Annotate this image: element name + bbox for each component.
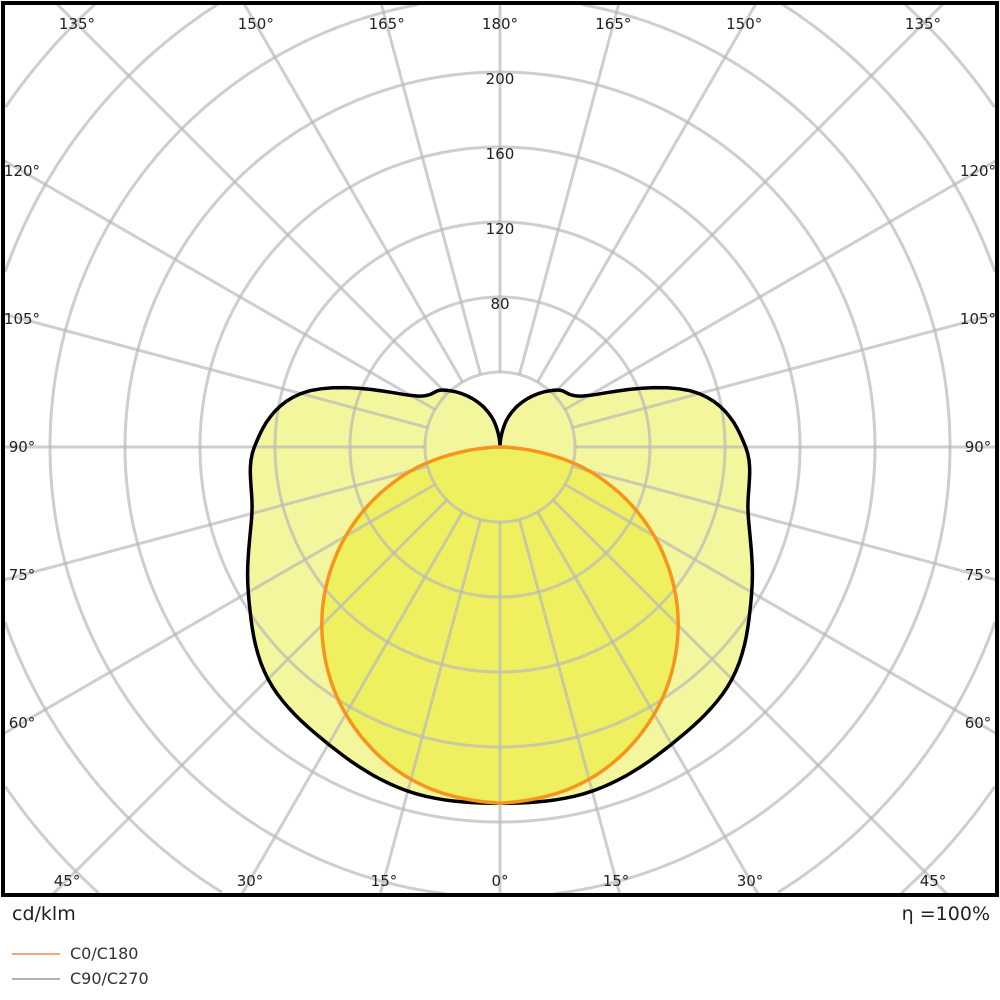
- angle-label-left: 90°: [9, 438, 36, 456]
- radial-tick-label: 200: [486, 70, 515, 88]
- angle-label-top: 150°: [726, 15, 762, 33]
- grid-circle: [3, 2, 997, 894]
- angle-label-right: 60°: [965, 714, 992, 732]
- grid-radial: [242, 3, 464, 383]
- angle-label-top: 135°: [59, 15, 95, 33]
- grid-circle: [48, 3, 952, 896]
- legend-swatch-c90: [12, 978, 60, 980]
- angle-label-left: 60°: [9, 714, 36, 732]
- grid-radial: [564, 483, 997, 735]
- grid-circle: [4, 3, 996, 895]
- grid-radial: [3, 159, 436, 411]
- angle-label-top: 165°: [369, 15, 405, 33]
- grid-radial: [3, 312, 428, 430]
- angle-label-top: 135°: [905, 15, 941, 33]
- radial-tick-label: 160: [486, 145, 515, 163]
- grid-radial: [551, 498, 949, 896]
- legend-swatch-c0: [12, 953, 60, 955]
- grid-radial: [551, 2, 945, 396]
- grid-radial: [572, 464, 997, 582]
- grid-radial: [536, 3, 758, 383]
- unit-label: cd/klm: [12, 903, 76, 925]
- plot-area: [3, 2, 997, 896]
- grid-radial: [517, 519, 622, 895]
- grid-radial: [379, 3, 483, 375]
- angle-label-bottom: 15°: [371, 872, 398, 890]
- angle-label-right: 120°: [960, 162, 996, 180]
- grid-radial: [51, 498, 449, 896]
- angle-label-bottom: 45°: [920, 872, 947, 890]
- angle-label-bottom: 30°: [737, 872, 764, 890]
- radial-tick-label: 120: [486, 220, 515, 238]
- grid-radial: [572, 312, 997, 430]
- legend-c90: C90/C270: [70, 969, 149, 988]
- angle-label-top: 180°: [482, 15, 518, 33]
- c0-curve: [320, 445, 680, 806]
- angle-label-right: 75°: [965, 566, 992, 584]
- efficiency-label: η =100%: [901, 903, 990, 925]
- grid-radial: [378, 519, 483, 895]
- legend-c0: C0/C180: [70, 944, 139, 963]
- angle-label-left: 75°: [9, 566, 36, 584]
- angle-label-left: 120°: [4, 162, 40, 180]
- angle-label-bottom: 0°: [491, 872, 508, 890]
- angle-label-right: 90°: [965, 438, 992, 456]
- grid-radial: [517, 3, 621, 375]
- grid-radial: [536, 511, 760, 895]
- angle-label-bottom: 15°: [603, 872, 630, 890]
- grid-radial: [3, 464, 428, 582]
- grid-radial: [3, 483, 436, 735]
- frame: [1, 1, 999, 897]
- angle-label-top: 165°: [595, 15, 631, 33]
- grid-radial: [55, 2, 449, 396]
- angle-label-top: 150°: [238, 15, 274, 33]
- angle-label-bottom: 30°: [237, 872, 264, 890]
- grid-radial: [240, 511, 464, 895]
- radial-tick-label: 80: [490, 295, 509, 313]
- angle-label-right: 105°: [960, 310, 996, 328]
- angle-label-left: 105°: [4, 310, 40, 328]
- angle-label-bottom: 45°: [54, 872, 81, 890]
- grid-radial: [564, 159, 997, 411]
